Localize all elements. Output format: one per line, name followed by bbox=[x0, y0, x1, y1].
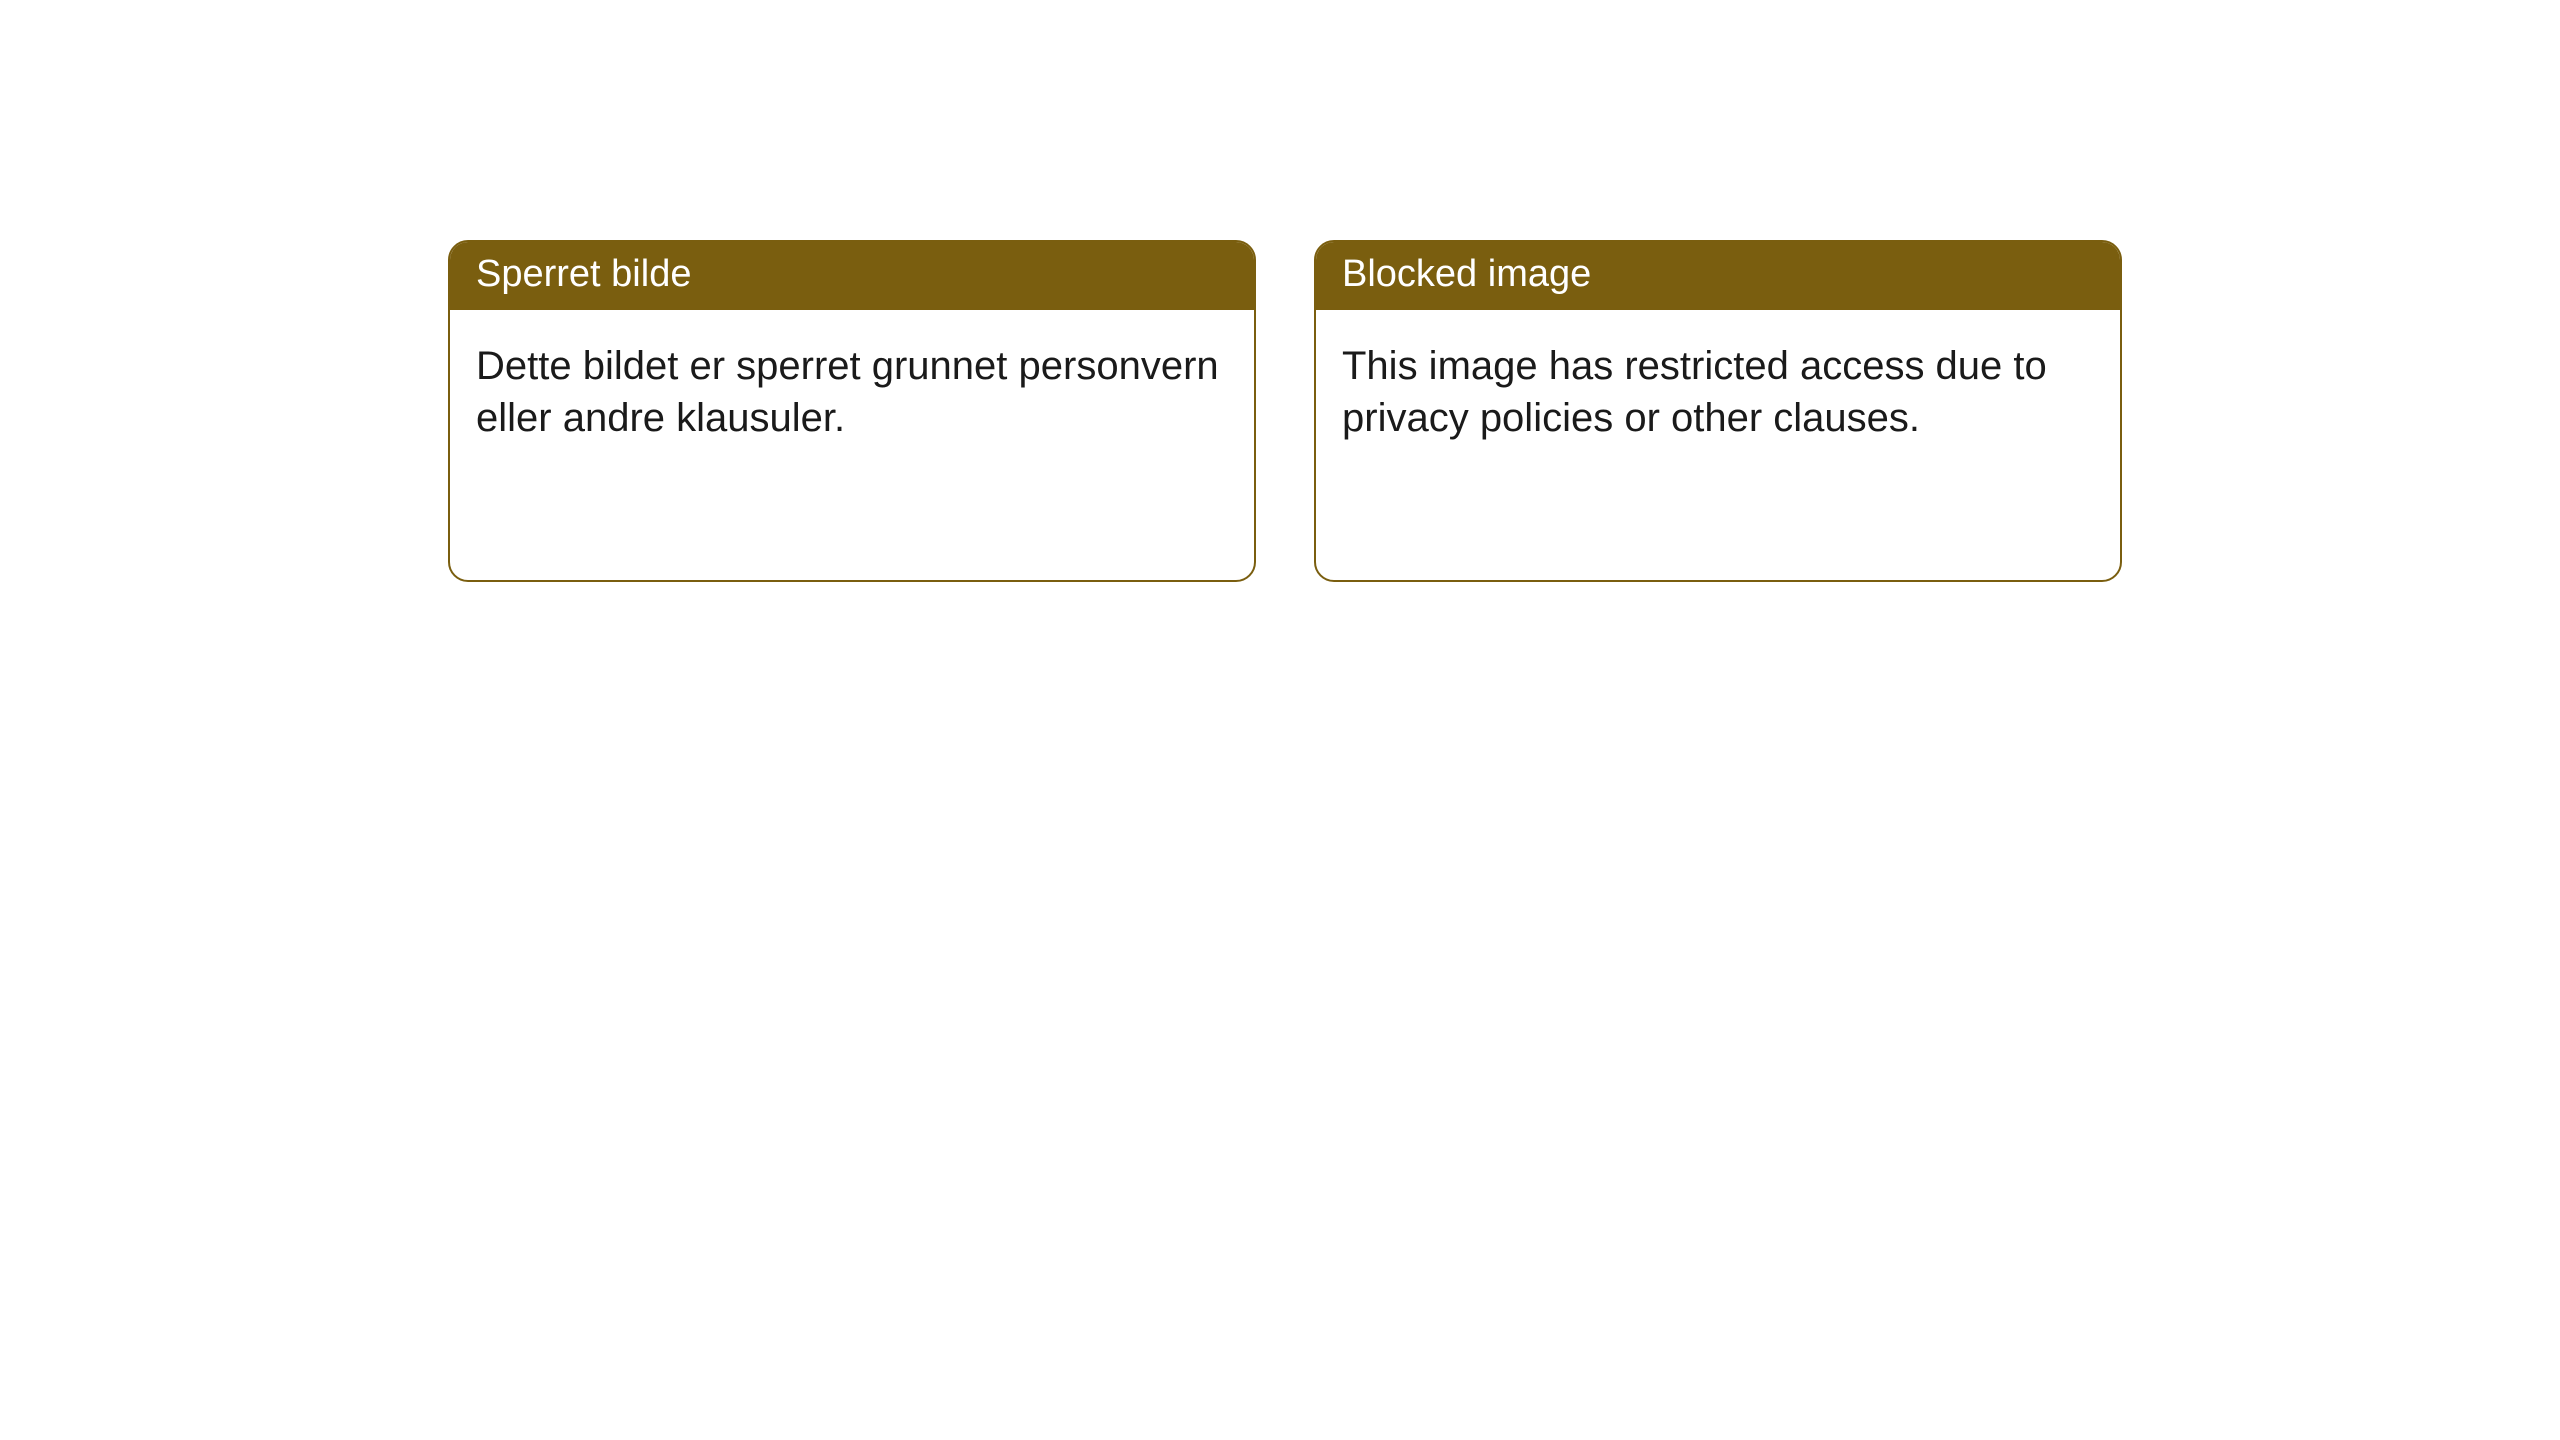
notice-header: Sperret bilde bbox=[450, 242, 1254, 310]
notice-body: This image has restricted access due to … bbox=[1316, 310, 2120, 580]
notice-container: Sperret bilde Dette bildet er sperret gr… bbox=[0, 0, 2560, 582]
notice-card-norwegian: Sperret bilde Dette bildet er sperret gr… bbox=[448, 240, 1256, 582]
notice-body: Dette bildet er sperret grunnet personve… bbox=[450, 310, 1254, 580]
notice-card-english: Blocked image This image has restricted … bbox=[1314, 240, 2122, 582]
notice-header: Blocked image bbox=[1316, 242, 2120, 310]
